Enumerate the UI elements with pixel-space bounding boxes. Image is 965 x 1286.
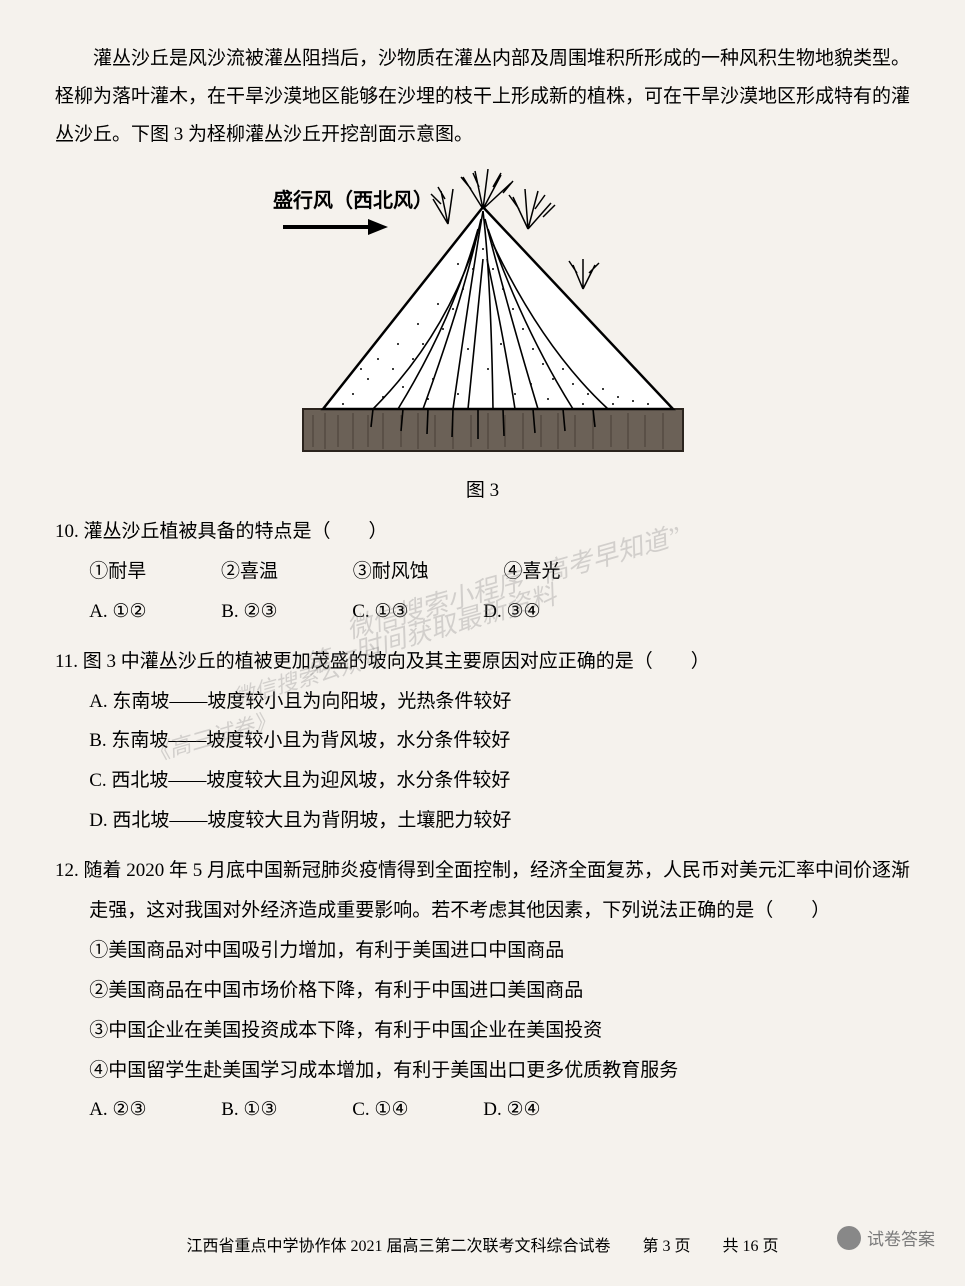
passage-p1: 灌丛沙丘是风沙流被灌丛阻挡后，沙物质在灌丛内部及周围堆积所形成的一种风积生物地貌…: [55, 48, 910, 145]
q10-d: D. ③④: [483, 592, 540, 632]
q10-a: A. ①②: [89, 592, 146, 632]
q10-n2: ②喜温: [221, 552, 278, 592]
q12-stem2: 走强，这对我国对外经济造成重要影响。若不考虑其他因素，下列说法正确的是（ ）: [55, 891, 910, 931]
q12-a: A. ②③: [89, 1090, 146, 1130]
q12-n4: ④中国留学生赴美国学习成本增加，有利于美国出口更多优质教育服务: [89, 1051, 910, 1091]
dune-outline: [323, 207, 673, 409]
q12-n2: ②美国商品在中国市场价格下降，有利于中国进口美国商品: [89, 971, 910, 1011]
question-12: 12. 随着 2020 年 5 月底中国新冠肺炎疫情得到全面控制，经济全面复苏，…: [55, 851, 910, 1130]
question-10: 10. 灌丛沙丘植被具备的特点是（ ） ①耐旱 ②喜温 ③耐风蚀 ④喜光 A. …: [55, 512, 910, 632]
q10-stem: 10. 灌丛沙丘植被具备的特点是（ ）: [55, 512, 910, 552]
q12-n1: ①美国商品对中国吸引力增加，有利于美国进口中国商品: [89, 931, 910, 971]
footer-text: 江西省重点中学协作体 2021 届高三第二次联考文科综合试卷 第 3 页 共 1…: [186, 1238, 778, 1255]
q12-b: B. ①③: [221, 1090, 277, 1130]
corner-watermark-text: 试卷答案: [867, 1225, 935, 1250]
q11-a: A. 东南坡——坡度较小且为向阳坡，光热条件较好: [89, 682, 910, 722]
q10-n1: ①耐旱: [89, 552, 146, 592]
corner-watermark: 试卷答案: [837, 1225, 935, 1250]
q11-choices: A. 东南坡——坡度较小且为向阳坡，光热条件较好 B. 东南坡——坡度较小且为背…: [55, 682, 910, 842]
ground-layer: [303, 409, 683, 451]
q12-numerals: ①美国商品对中国吸引力增加，有利于美国进口中国商品 ②美国商品在中国市场价格下降…: [55, 931, 910, 1091]
q10-n4: ④喜光: [503, 552, 560, 592]
q11-b: B. 东南坡——坡度较小且为背风坡，水分条件较好: [89, 721, 910, 761]
dune-diagram: 盛行风（西北风）: [253, 169, 713, 469]
q11-d: D. 西北坡——坡度较大且为背阴坡，土壤肥力较好: [89, 801, 910, 841]
q10-b: B. ②③: [221, 592, 277, 632]
figure-caption: 图 3: [55, 475, 910, 502]
wechat-icon: [837, 1226, 861, 1250]
q10-c: C. ①③: [352, 592, 408, 632]
question-11: 11. 图 3 中灌丛沙丘的植被更加茂盛的坡向及其主要原因对应正确的是（ ） A…: [55, 642, 910, 841]
q10-n3: ③耐风蚀: [353, 552, 429, 592]
q10-choices: A. ①② B. ②③ C. ①③ D. ③④: [55, 592, 910, 632]
page-footer: 江西省重点中学协作体 2021 届高三第二次联考文科综合试卷 第 3 页 共 1…: [0, 1232, 965, 1256]
q12-c: C. ①④: [352, 1090, 408, 1130]
q12-stem: 12. 随着 2020 年 5 月底中国新冠肺炎疫情得到全面控制，经济全面复苏，…: [55, 851, 910, 891]
q10-numerals: ①耐旱 ②喜温 ③耐风蚀 ④喜光: [55, 552, 910, 592]
wind-label: 盛行风（西北风）: [273, 188, 433, 212]
passage-text: 灌丛沙丘是风沙流被灌丛阻挡后，沙物质在灌丛内部及周围堆积所形成的一种风积生物地貌…: [55, 40, 910, 154]
figure-3: 盛行风（西北风）: [55, 169, 910, 502]
q12-n3: ③中国企业在美国投资成本下降，有利于中国企业在美国投资: [89, 1011, 910, 1051]
q11-stem: 11. 图 3 中灌丛沙丘的植被更加茂盛的坡向及其主要原因对应正确的是（ ）: [55, 642, 910, 682]
q12-d: D. ②④: [483, 1090, 540, 1130]
q12-choices: A. ②③ B. ①③ C. ①④ D. ②④: [55, 1090, 910, 1130]
q11-c: C. 西北坡——坡度较大且为迎风坡，水分条件较好: [89, 761, 910, 801]
